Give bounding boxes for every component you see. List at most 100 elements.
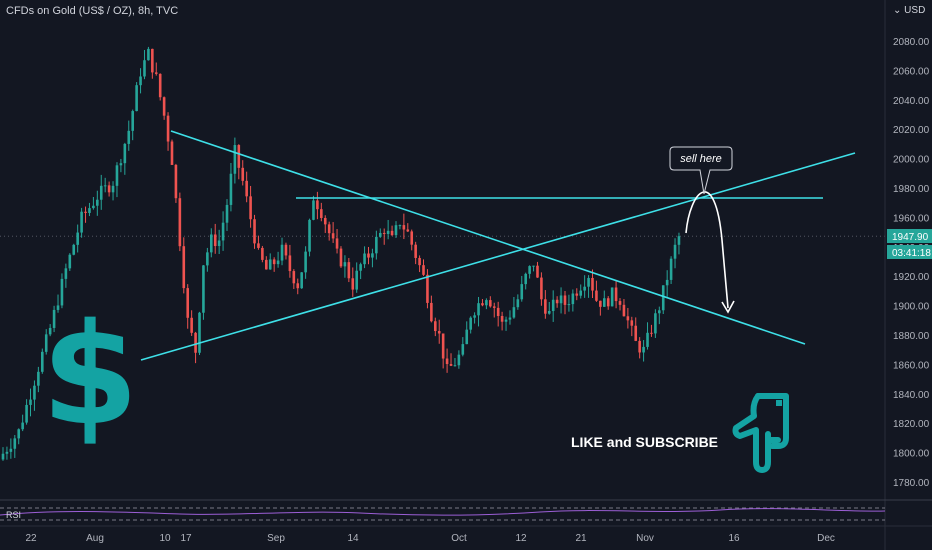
candle-body: [276, 260, 280, 265]
candle-body: [25, 404, 28, 423]
candle-body: [449, 364, 453, 366]
candle-body: [88, 208, 91, 213]
sell-here-callout: sell here: [669, 146, 733, 195]
candle-body: [547, 310, 551, 314]
candle-body: [115, 165, 119, 186]
candle-body: [378, 232, 382, 237]
candle-body: [123, 143, 127, 164]
y-tick-label: 1980.00: [893, 184, 930, 195]
x-tick-label: Sep: [267, 533, 285, 544]
candle-body: [166, 115, 170, 142]
candle-body: [630, 320, 634, 326]
candle-body: [111, 185, 115, 193]
candle-body: [225, 204, 229, 223]
candle-body: [634, 325, 638, 341]
candle-body: [351, 278, 355, 290]
currency-selector[interactable]: ⌄ USD: [893, 5, 925, 16]
rsi-pane[interactable]: RSI: [0, 499, 932, 521]
candle-body: [44, 334, 48, 352]
cta-text: LIKE and SUBSCRIBE: [571, 434, 718, 450]
y-tick-label: 2000.00: [893, 155, 930, 166]
x-tick-label: Dec: [817, 533, 835, 544]
candle-body: [485, 300, 488, 306]
y-tick-label: 2040.00: [893, 96, 930, 107]
candle-body: [516, 299, 520, 308]
candle-body: [198, 312, 201, 353]
y-tick-label: 1880.00: [893, 331, 930, 342]
pointing-hand-icon: [732, 393, 789, 473]
candle-body: [296, 283, 300, 289]
price-scale[interactable]: [885, 0, 932, 550]
candle-body: [209, 234, 213, 253]
dollar-sign-graphic: $: [41, 294, 138, 457]
candle-body: [536, 265, 539, 278]
candle-body: [253, 219, 256, 244]
last-price-tag: 1947.90 03:41:18: [887, 229, 932, 259]
candle-body: [72, 244, 76, 255]
candle-body: [477, 303, 480, 316]
candle-body: [567, 304, 571, 306]
candle-body: [595, 290, 598, 301]
candle-body: [280, 244, 284, 261]
candle-body: [245, 180, 248, 197]
candle-body: [375, 236, 378, 254]
candle-body: [610, 287, 614, 307]
candle-body: [359, 264, 362, 271]
candle-body: [646, 332, 649, 347]
candle-body: [614, 287, 618, 302]
x-tick-label: 14: [347, 533, 359, 544]
candle-body: [677, 236, 681, 245]
candle-body: [249, 196, 252, 220]
candle-body: [1, 453, 5, 460]
x-tick-label: 21: [575, 533, 587, 544]
candle-body: [500, 316, 504, 322]
candle-body: [587, 277, 590, 287]
y-axis-labels: 1780.00 1800.00 1820.00 1840.00 1860.00 1880.…: [893, 37, 930, 489]
candle-body: [371, 253, 374, 258]
candle-body: [347, 262, 351, 279]
y-tick-label: 2080.00: [893, 37, 930, 48]
chevron-down-icon: ⌄: [893, 5, 902, 16]
candle-body: [441, 333, 445, 359]
candle-body: [182, 246, 186, 289]
candle-body: [453, 365, 457, 367]
y-tick-label: 1820.00: [893, 419, 930, 430]
candle-body: [465, 329, 469, 345]
candle-body: [457, 354, 461, 366]
candle-body: [386, 230, 390, 234]
candle-body: [489, 300, 492, 307]
candle-body: [390, 230, 394, 236]
candle-body: [508, 317, 512, 320]
x-tick-label: Oct: [451, 533, 467, 544]
candle-body: [288, 255, 292, 272]
candle-body: [504, 319, 508, 322]
candle-body: [21, 422, 24, 430]
candle-body: [76, 232, 79, 245]
candle-body: [41, 351, 44, 372]
candle-body: [206, 252, 209, 266]
candle-body: [559, 295, 563, 304]
y-tick-label: 2060.00: [893, 66, 930, 77]
candle-body: [284, 244, 288, 256]
candle-body: [422, 265, 425, 275]
candle-body: [335, 238, 339, 249]
candle-body: [382, 232, 386, 234]
y-tick-label: 1960.00: [893, 213, 930, 224]
candle-body: [583, 286, 586, 291]
candle-body: [414, 244, 417, 258]
candle-body: [237, 145, 241, 168]
countdown-value: 03:41:18: [892, 248, 931, 259]
candle-body: [658, 310, 661, 314]
sell-here-label: sell here: [680, 153, 722, 165]
candle-body: [622, 304, 626, 317]
rsi-label: RSI: [6, 510, 21, 520]
candle-body: [406, 229, 410, 232]
candle-body: [394, 225, 398, 236]
candle-body: [430, 302, 433, 322]
y-tick-label: 1840.00: [893, 390, 930, 401]
candle-body: [304, 251, 307, 273]
candle-body: [202, 265, 205, 313]
candle-body: [9, 448, 13, 452]
candle-body: [654, 313, 657, 334]
